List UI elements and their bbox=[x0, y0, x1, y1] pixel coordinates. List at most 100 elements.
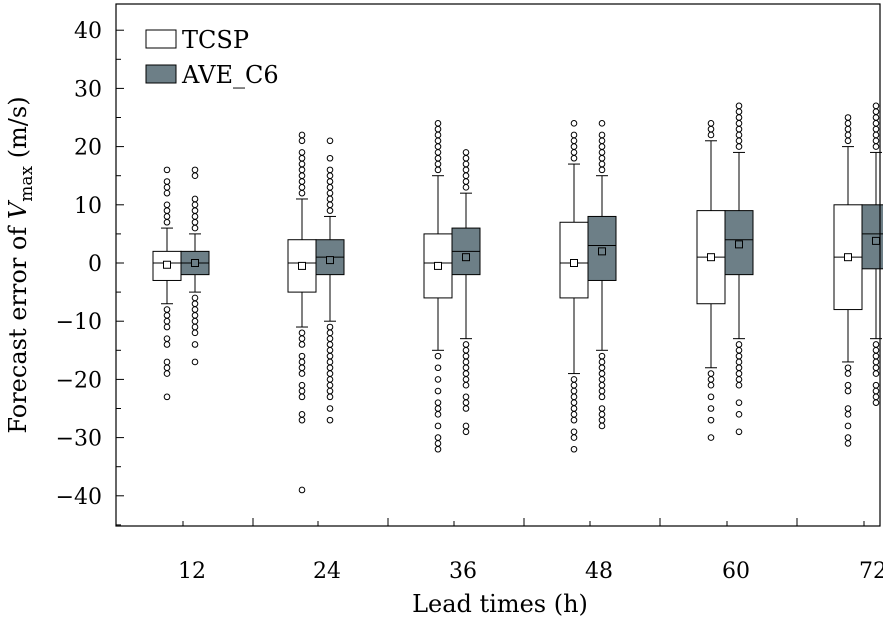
outlier-point bbox=[462, 405, 470, 412]
outlier-point bbox=[872, 143, 880, 150]
outlier-point bbox=[163, 213, 171, 220]
x-axis-title: Lead times (h) bbox=[412, 590, 588, 617]
outlier-point bbox=[462, 160, 470, 168]
mean-marker bbox=[872, 236, 880, 245]
outlier-point bbox=[872, 399, 880, 406]
outlier-point bbox=[844, 381, 852, 389]
outlier-point bbox=[191, 358, 199, 366]
iqr-box bbox=[861, 204, 883, 270]
mean-marker bbox=[844, 253, 852, 262]
outlier-point bbox=[434, 125, 442, 133]
outlier-point bbox=[570, 143, 578, 150]
outlier-point bbox=[462, 184, 470, 191]
outlier-point bbox=[326, 195, 334, 203]
mean-marker bbox=[326, 256, 334, 265]
outlier-point bbox=[872, 381, 880, 389]
y-tick-label: 30 bbox=[74, 77, 102, 102]
outlier-point bbox=[598, 154, 606, 162]
y-tick-label: 40 bbox=[74, 19, 102, 44]
outlier-point bbox=[707, 376, 715, 383]
outlier-point bbox=[326, 370, 334, 377]
outlier-point bbox=[434, 137, 442, 145]
outlier-point bbox=[872, 347, 880, 354]
outlier-point bbox=[298, 172, 306, 179]
outlier-point bbox=[570, 120, 578, 127]
outlier-point bbox=[570, 381, 578, 389]
outlier-point bbox=[462, 376, 470, 383]
outlier-point bbox=[462, 149, 470, 156]
outlier-point bbox=[326, 381, 334, 389]
outlier-point bbox=[735, 125, 743, 133]
outlier-point bbox=[598, 422, 606, 430]
outlier-point bbox=[434, 364, 442, 372]
outlier-point bbox=[163, 335, 171, 342]
outlier-point bbox=[434, 387, 442, 395]
outlier-point bbox=[326, 201, 334, 209]
outlier-point bbox=[735, 399, 743, 406]
outlier-point bbox=[298, 154, 306, 162]
outlier-point bbox=[844, 137, 852, 145]
outlier-point bbox=[326, 341, 334, 348]
outlier-point bbox=[707, 405, 715, 412]
outlier-point bbox=[707, 125, 715, 133]
outlier-point bbox=[872, 125, 880, 133]
outlier-point bbox=[735, 143, 743, 150]
mean-marker bbox=[570, 259, 578, 267]
mean-marker bbox=[707, 253, 715, 262]
outlier-point bbox=[163, 184, 171, 191]
outlier-point bbox=[570, 445, 578, 453]
outlier-point bbox=[735, 347, 743, 354]
outlier-point bbox=[191, 323, 199, 331]
outlier-point bbox=[326, 172, 334, 179]
outlier-point bbox=[191, 224, 199, 232]
mean-marker bbox=[462, 253, 470, 262]
axes: −40 −30 −20 −10 0 10 20 30 40 12 24 36 48 60 72 bbox=[56, 3, 883, 584]
outlier-point bbox=[191, 317, 199, 325]
box-ave_c6-60 bbox=[724, 102, 754, 436]
outlier-point bbox=[462, 352, 470, 360]
outlier-point bbox=[872, 358, 880, 366]
outlier-point bbox=[598, 352, 606, 360]
outlier-point bbox=[570, 416, 578, 424]
outlier-point bbox=[434, 422, 442, 430]
outlier-point bbox=[462, 422, 470, 430]
outlier-point bbox=[163, 317, 171, 325]
outlier-point bbox=[872, 370, 880, 377]
outlier-point bbox=[462, 428, 470, 436]
outlier-point bbox=[163, 218, 171, 226]
outlier-point bbox=[598, 364, 606, 372]
outlier-point bbox=[872, 137, 880, 145]
outlier-point bbox=[598, 405, 606, 412]
outlier-point bbox=[434, 143, 442, 150]
outlier-point bbox=[462, 370, 470, 377]
outlier-point bbox=[434, 166, 442, 174]
outlier-point bbox=[844, 125, 852, 133]
y-tick-label: −10 bbox=[56, 310, 102, 335]
outlier-point bbox=[434, 405, 442, 412]
outlier-point bbox=[570, 387, 578, 395]
outlier-point bbox=[191, 218, 199, 226]
y-axis-title-prefix: Forecast error of bbox=[4, 219, 32, 433]
outlier-point bbox=[872, 393, 880, 401]
outlier-point bbox=[462, 172, 470, 179]
outlier-point bbox=[598, 120, 606, 127]
outlier-point bbox=[570, 405, 578, 412]
outlier-point bbox=[191, 213, 199, 220]
outlier-point bbox=[735, 120, 743, 127]
outlier-point bbox=[844, 440, 852, 447]
legend: TCSP AVE_C6 bbox=[145, 26, 279, 89]
outlier-point bbox=[570, 137, 578, 145]
box-tcsp-12 bbox=[152, 166, 182, 401]
outlier-point bbox=[434, 160, 442, 168]
box-tcsp-60 bbox=[696, 120, 726, 441]
outlier-point bbox=[872, 364, 880, 372]
outlier-point bbox=[326, 154, 334, 162]
outlier-point bbox=[326, 189, 334, 197]
outlier-point bbox=[598, 393, 606, 401]
outlier-point bbox=[163, 201, 171, 209]
outlier-point bbox=[191, 207, 199, 214]
y-tick-label: 20 bbox=[74, 136, 102, 161]
x-tick-label: 48 bbox=[585, 559, 613, 584]
plot-area bbox=[152, 102, 883, 494]
outlier-point bbox=[570, 393, 578, 401]
